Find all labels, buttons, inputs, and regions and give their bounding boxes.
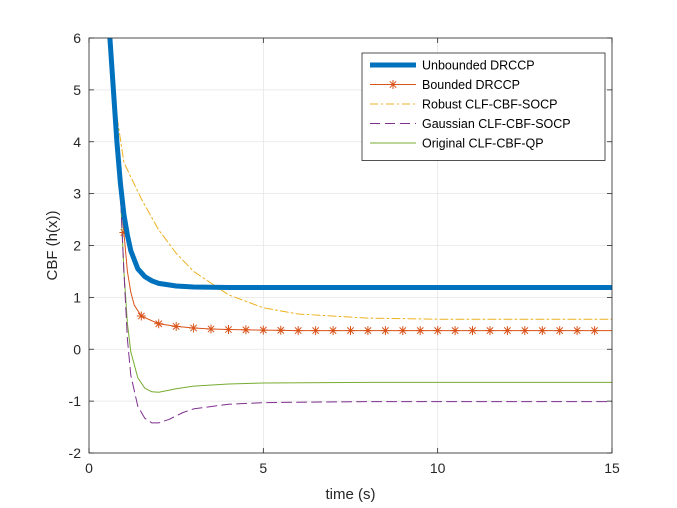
- series-marker: [433, 326, 443, 336]
- series-marker: [537, 326, 547, 336]
- series-marker: [276, 325, 286, 335]
- series-line: [109, 38, 612, 424]
- series-marker: [311, 326, 321, 336]
- y-tick-label: 2: [73, 238, 81, 254]
- y-tick-label: -2: [69, 445, 82, 461]
- y-tick-label: 4: [73, 134, 81, 150]
- x-tick-label: 0: [85, 460, 93, 476]
- series-marker: [555, 326, 565, 336]
- series-marker: [520, 326, 530, 336]
- series-marker: [258, 325, 268, 335]
- legend-label: Original CLF-CBF-QP: [422, 137, 544, 151]
- legend-label: Gaussian CLF-CBF-SOCP: [422, 117, 571, 131]
- series-2: [109, 38, 612, 320]
- y-axis-label: CBF (h(x)): [44, 211, 61, 281]
- series-line: [107, 38, 612, 290]
- series-marker: [119, 228, 129, 237]
- legend-label: Unbounded DRCCP: [422, 59, 535, 73]
- series-marker: [363, 326, 373, 336]
- series-marker: [450, 326, 460, 336]
- series-marker: [224, 325, 233, 334]
- series-marker: [189, 323, 199, 333]
- series-marker: [468, 326, 477, 336]
- series-1: [109, 38, 612, 336]
- series-marker: [154, 319, 164, 329]
- y-tick-label: -1: [69, 393, 82, 409]
- legend-label: Robust CLF-CBF-SOCP: [422, 98, 557, 112]
- series-marker: [572, 326, 582, 336]
- axis-ticks: 0 5 10 15 -2 -1 0 1 2 3 4 5 6: [69, 30, 620, 476]
- y-tick-label: 0: [73, 341, 81, 357]
- legend: Unbounded DRCCP Bounded DRCCP Robust CLF-C…: [361, 52, 606, 161]
- series-marker: [206, 324, 216, 334]
- series-marker: [136, 311, 146, 321]
- legend-marker: [388, 80, 398, 89]
- y-tick-label: 1: [73, 289, 81, 305]
- series-0: [107, 38, 612, 290]
- series-marker: [398, 326, 408, 336]
- y-tick-label: 6: [73, 30, 81, 46]
- legend-label: Bounded DRCCP: [422, 78, 520, 92]
- series-3: [109, 38, 612, 424]
- series-marker: [328, 326, 338, 336]
- series-marker: [171, 321, 181, 331]
- series-marker: [590, 326, 600, 336]
- x-axis-label: time (s): [326, 486, 376, 503]
- series-marker: [346, 326, 355, 336]
- series-marker: [485, 326, 495, 336]
- series-marker: [380, 326, 390, 336]
- series-marker: [241, 325, 251, 335]
- series-marker: [293, 326, 303, 336]
- x-tick-label: 10: [430, 460, 446, 476]
- series-layer: [107, 38, 612, 424]
- x-tick-label: 15: [604, 460, 620, 476]
- series-marker: [415, 326, 425, 336]
- series-marker: [502, 326, 512, 336]
- y-tick-label: 3: [73, 186, 81, 202]
- series-line: [109, 38, 612, 320]
- x-tick-label: 5: [259, 460, 267, 476]
- y-tick-label: 5: [73, 82, 81, 98]
